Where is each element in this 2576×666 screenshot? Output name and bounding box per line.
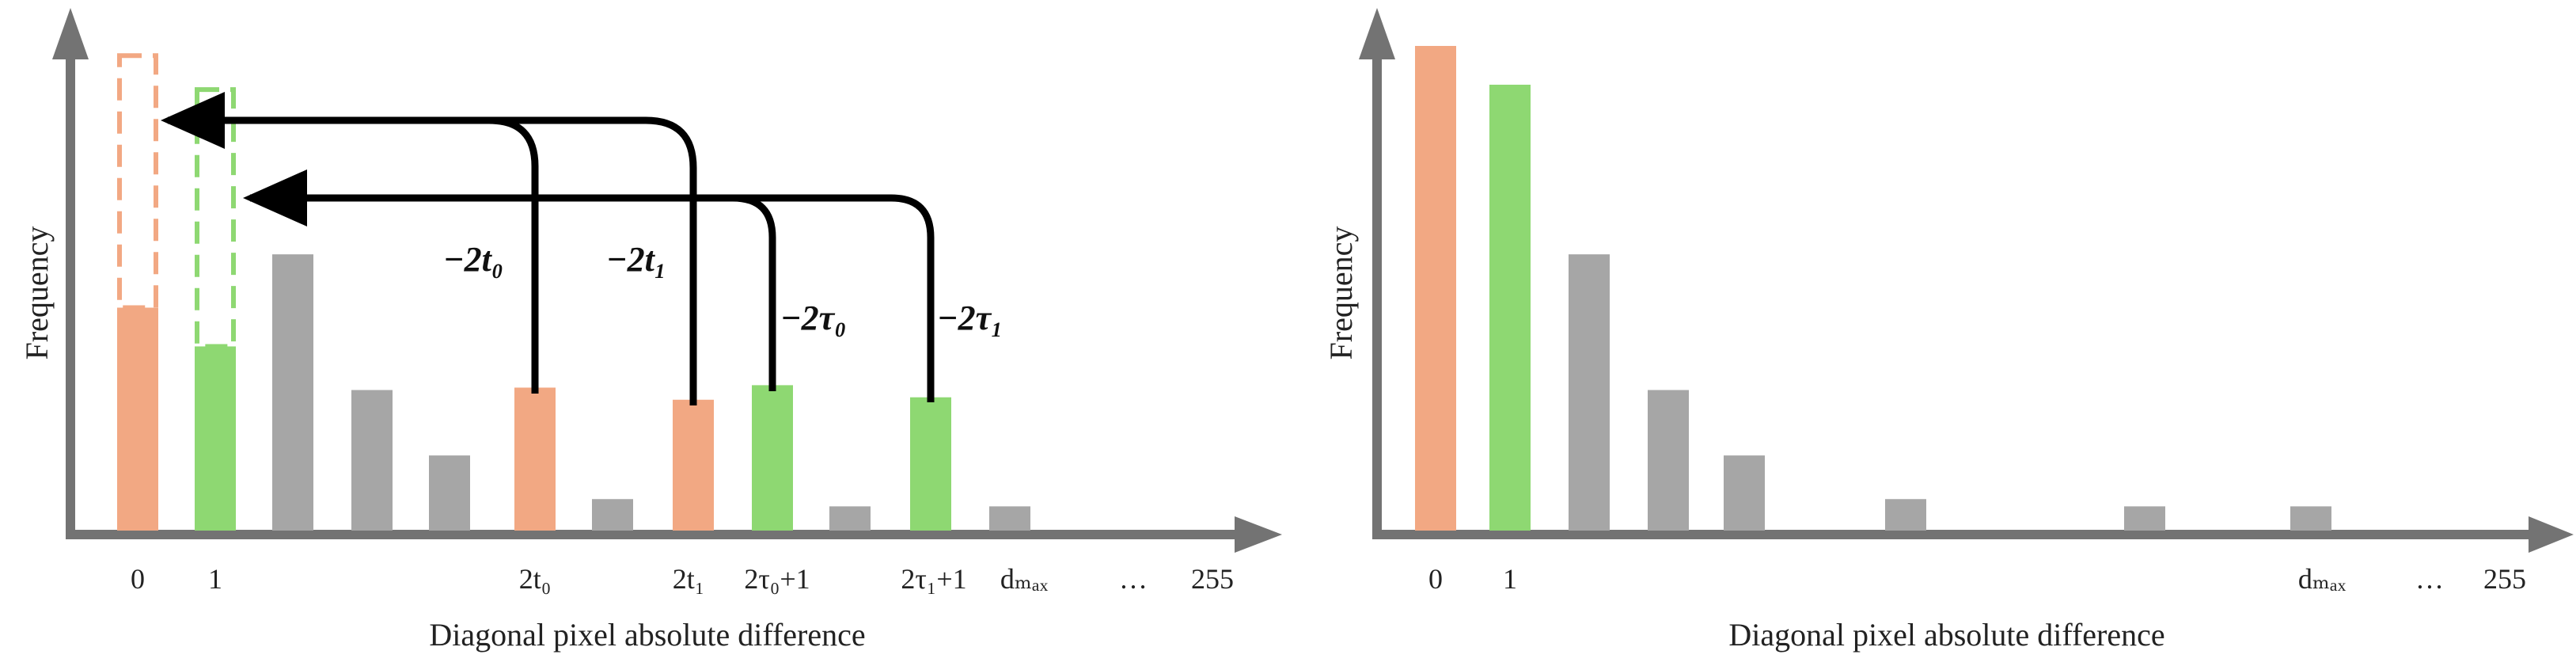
left-bar-bin-2tau0 <box>752 385 793 531</box>
left-tick-0: 0 <box>131 563 145 595</box>
left-bars <box>117 254 1030 531</box>
left-tick-labels: 0 1 2t₀ 2t₁ 2τ₀+1 2τ₁+1 dₘₐₓ … 255 <box>131 563 1234 595</box>
right-bar-bin-3 <box>1648 390 1689 531</box>
shift-arrows <box>161 92 935 405</box>
shift-label-2t0: −2t₀ <box>443 240 503 279</box>
shift-label-2tau0: −2τ₀ <box>780 299 847 337</box>
left-bar-bin-small <box>829 506 871 531</box>
right-panel: 0 1 dₘₐₓ … 255 Diagonal pixel absolute d… <box>1323 8 2574 653</box>
left-y-axis-arrowhead <box>52 8 89 59</box>
right-y-axis-arrowhead <box>1359 8 1395 59</box>
left-bar-bin-0 <box>117 307 158 531</box>
shift-label-2tau1: −2τ₁ <box>937 299 1003 337</box>
left-bar-bin-2t0 <box>514 387 556 531</box>
left-panel: −2t₀ −2t₁ −2τ₀ −2τ₁ 0 1 2t₀ 2t₁ 2τ₀+1 2τ… <box>19 8 1282 653</box>
right-bar-bin-1 <box>1489 84 1531 531</box>
left-tick-2t0: 2t₀ <box>519 563 552 595</box>
left-x-axis-label: Diagonal pixel absolute difference <box>429 617 865 653</box>
left-bar-bin-4 <box>429 455 470 531</box>
right-tick-255: 255 <box>2483 563 2526 595</box>
left-tick-255: 255 <box>1191 563 1234 595</box>
right-bar-bin-small <box>2124 506 2165 531</box>
left-bar-bin-2t1 <box>673 399 714 531</box>
ghost-bar-bin-0 <box>117 53 158 310</box>
left-bar-bin-1 <box>195 346 236 531</box>
left-bar-bin-mid <box>592 499 633 531</box>
left-bar-bin-2tau1 <box>910 397 951 531</box>
right-x-axis-label: Diagonal pixel absolute difference <box>1728 617 2164 653</box>
right-tick-ellipsis: … <box>2415 563 2444 595</box>
left-tick-2t1: 2t₁ <box>673 563 705 595</box>
right-axes <box>1359 8 2574 553</box>
right-tick-dmax: dₘₐₓ <box>2298 563 2346 595</box>
right-bar-bin-2 <box>1569 254 1610 531</box>
shift-arrow-2tau1 <box>712 194 935 402</box>
right-tick-0: 0 <box>1428 563 1443 595</box>
left-tick-1: 1 <box>208 563 222 595</box>
right-x-axis-arrowhead <box>2529 516 2574 553</box>
left-bar-bin-dmax <box>989 506 1030 531</box>
left-tick-ellipsis: … <box>1119 563 1148 595</box>
right-tick-labels: 0 1 dₘₐₓ … 255 <box>1428 563 2526 595</box>
right-tick-1: 1 <box>1503 563 1517 595</box>
left-bar-bin-3 <box>351 390 393 531</box>
left-axes <box>52 8 1282 553</box>
right-bar-bin-0 <box>1415 46 1456 531</box>
right-bar-bin-dmax <box>2290 506 2331 531</box>
right-bar-bin-mid <box>1885 499 1926 531</box>
left-bar-bin-2 <box>272 254 313 531</box>
shift-label-2t1: −2t₁ <box>606 240 666 279</box>
left-tick-dmax: dₘₐₓ <box>1000 563 1049 595</box>
shift-arrow-2t1 <box>332 116 697 405</box>
left-y-axis-label: Frequency <box>19 226 55 360</box>
right-y-axis-label: Frequency <box>1323 226 1359 360</box>
left-tick-2tau1: 2τ₁+1 <box>901 563 966 595</box>
right-bar-bin-4 <box>1724 455 1765 531</box>
left-x-axis-arrowhead <box>1235 516 1282 553</box>
right-bars <box>1415 46 2331 531</box>
left-tick-2tau0: 2τ₀+1 <box>744 563 810 595</box>
ghost-bar-bin-1 <box>195 87 236 349</box>
